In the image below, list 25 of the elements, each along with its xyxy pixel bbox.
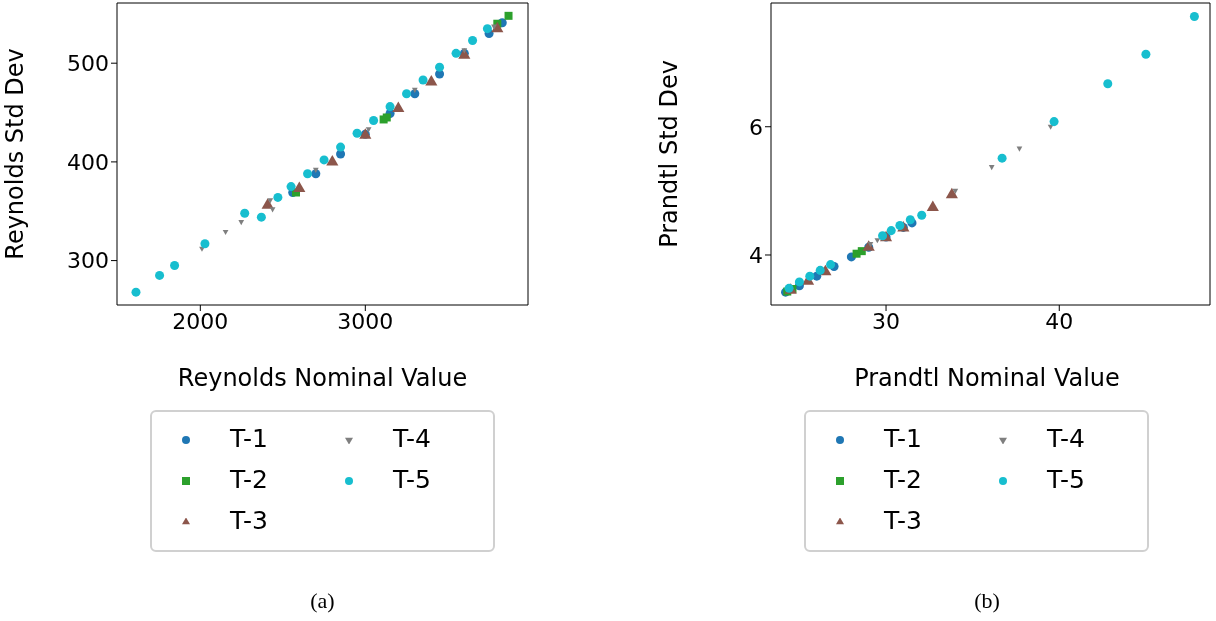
text: (a) [309,588,336,614]
y-tick-label: 500 [67,51,109,77]
text: (b) [973,588,1001,614]
y-tick-label: 400 [67,149,109,175]
y-tick-label: 300 [67,248,109,274]
y-axis-title: Reynolds Std Dev [1,48,29,260]
legend-label: T-4 [1047,424,1085,453]
legend-label: T-2 [884,465,922,494]
legend-label: T-5 [1047,465,1085,494]
y-axis-title: Prandtl Std Dev [655,60,683,248]
legend-label: T-2 [230,465,268,494]
legend-label: T-5 [393,465,431,494]
legend-label: T-3 [884,506,922,535]
x-axis-title: Reynolds Nominal Value [177,364,468,392]
legend-label: T-4 [393,424,431,453]
x-tick-label: 2000 [172,308,229,334]
legend-label: T-1 [884,424,922,453]
x-axis-title: Prandtl Nominal Value [854,364,1120,392]
y-tick-label: 4 [749,242,763,268]
legend-label: T-3 [230,506,268,535]
legend-label: T-1 [230,424,268,453]
x-tick-label: 40 [1045,308,1074,334]
y-tick-label: 6 [749,114,763,140]
x-tick-label: 30 [872,308,901,334]
x-tick-label: 3000 [337,308,394,334]
